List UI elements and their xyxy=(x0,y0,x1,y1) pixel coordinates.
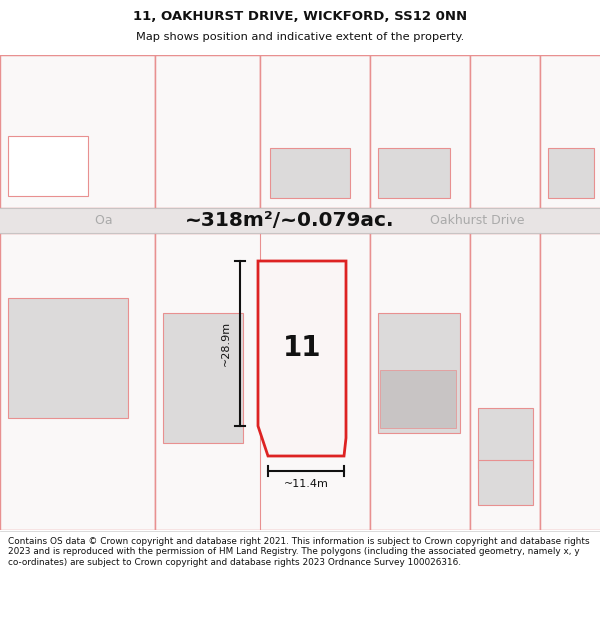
Text: Oakhurst Drive: Oakhurst Drive xyxy=(430,214,524,227)
Text: ~11.4m: ~11.4m xyxy=(284,479,328,489)
Bar xyxy=(470,233,540,530)
Bar xyxy=(548,148,594,198)
Bar xyxy=(470,55,540,208)
Bar xyxy=(378,148,450,198)
Bar xyxy=(8,136,88,196)
Bar xyxy=(155,233,370,530)
Bar xyxy=(478,408,533,468)
Polygon shape xyxy=(258,261,346,456)
Bar xyxy=(370,55,470,208)
Bar xyxy=(155,55,260,208)
Bar xyxy=(8,298,128,418)
Bar xyxy=(540,55,600,208)
Bar xyxy=(0,55,155,208)
Text: 11: 11 xyxy=(283,334,321,362)
Text: ~318m²/~0.079ac.: ~318m²/~0.079ac. xyxy=(185,211,395,230)
Bar xyxy=(378,313,460,433)
Bar xyxy=(380,370,456,428)
Bar xyxy=(370,233,470,530)
Text: Oa⁠: Oa⁠ xyxy=(95,214,113,227)
Bar xyxy=(0,233,155,530)
Bar xyxy=(163,313,243,443)
Bar xyxy=(0,208,600,233)
Bar xyxy=(270,148,350,198)
Text: 11, OAKHURST DRIVE, WICKFORD, SS12 0NN: 11, OAKHURST DRIVE, WICKFORD, SS12 0NN xyxy=(133,11,467,24)
Bar xyxy=(260,55,370,208)
Bar xyxy=(478,460,533,505)
Text: ~28.9m: ~28.9m xyxy=(221,321,231,366)
Text: Map shows position and indicative extent of the property.: Map shows position and indicative extent… xyxy=(136,32,464,42)
Bar xyxy=(540,233,600,530)
Text: Contains OS data © Crown copyright and database right 2021. This information is : Contains OS data © Crown copyright and d… xyxy=(8,537,590,567)
